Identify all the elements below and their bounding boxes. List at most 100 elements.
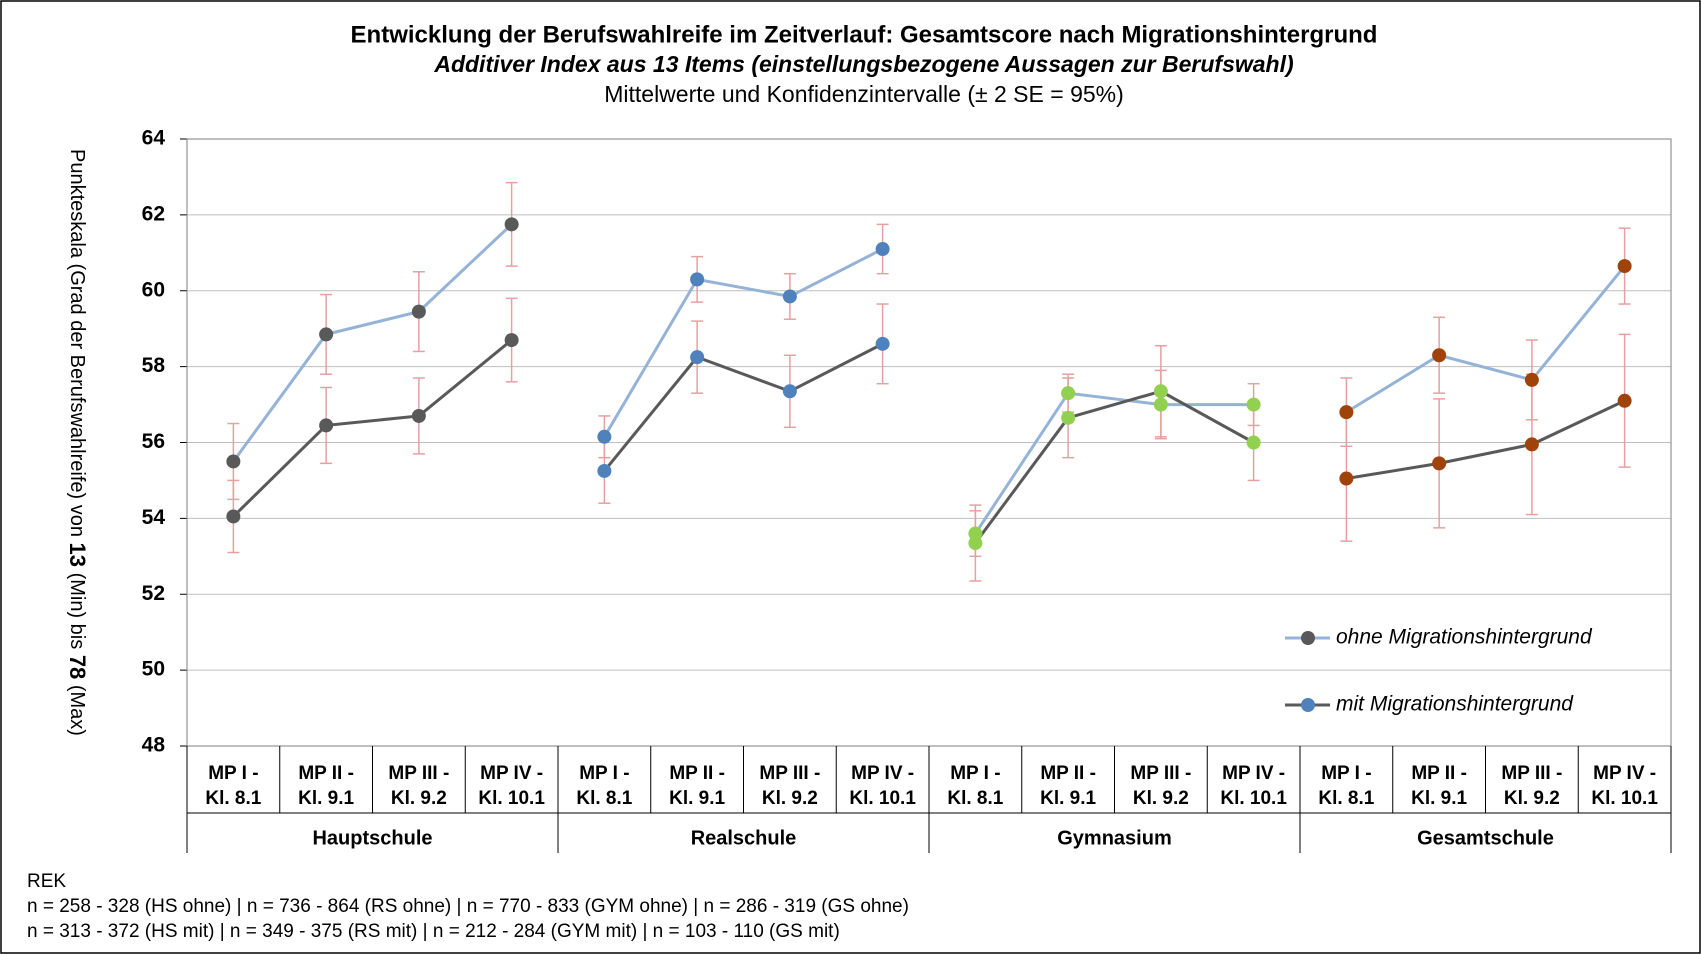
data-point [1061,410,1076,425]
x-tick-label: MP I - [950,763,1000,784]
series-line [232,223,513,463]
y-tick-label: 58 [142,354,166,377]
data-point [782,384,797,399]
group-label: Gymnasium [1057,827,1171,849]
y-axis-label: Punkteskala (Grad der Berufswahlreife) v… [65,149,90,736]
x-tick-label: Kl. 10.1 [849,788,916,809]
data-point [1339,471,1354,486]
x-tick-label: Kl. 9.2 [762,788,818,809]
data-point [1153,384,1168,399]
data-point [411,408,426,423]
data-point [1246,397,1261,412]
data-point [226,454,241,469]
y-axis-label-part: 13 [65,543,90,567]
group-label: Gesamtschule [1417,827,1554,849]
x-tick-label: Kl. 10.1 [478,788,545,809]
y-tick-label: 48 [142,734,166,757]
data-point [504,217,519,232]
legend-marker [1301,631,1315,645]
series-line [974,391,1254,535]
series-line [1346,399,1626,481]
group-label: Realschule [691,827,797,849]
x-tick-label: Kl. 8.1 [947,788,1003,809]
data-point [504,333,519,348]
y-tick-label: 64 [142,127,166,150]
data-point [1524,372,1539,387]
x-tick-label: Kl. 8.1 [576,788,632,809]
data-point [1246,435,1261,450]
series-line [1345,265,1626,414]
x-tick-label: MP II - [1411,763,1467,784]
x-tick-label: MP III - [1501,763,1562,784]
data-point [1617,393,1632,408]
y-tick-label: 54 [142,506,166,529]
y-tick-label: 56 [142,430,165,453]
data-point [1432,348,1447,363]
x-tick-label: MP IV - [1593,763,1656,784]
x-tick-label: Kl. 9.1 [298,788,354,809]
x-tick-label: MP IV - [480,763,543,784]
x-tick-label: MP III - [1130,763,1191,784]
x-tick-label: MP II - [669,763,725,784]
data-point [1153,397,1168,412]
data-point [319,327,334,342]
series-line [603,247,884,438]
data-point [597,429,612,444]
x-tick-label: Kl. 9.1 [669,788,725,809]
footer-note: n = 258 - 328 (HS ohne) | n = 736 - 864 … [27,896,909,917]
x-tick-label: MP II - [1040,763,1096,784]
x-tick-label: Kl. 10.1 [1591,788,1658,809]
chart-title: Entwicklung der Berufswahlreife im Zeitv… [351,21,1378,48]
x-tick-label: Kl. 9.2 [391,788,447,809]
x-tick-label: Kl. 8.1 [205,788,261,809]
y-axis-label-part: Punkteskala (Grad der Berufswahlreife) v… [66,149,88,543]
x-tick-label: Kl. 9.1 [1411,788,1467,809]
y-tick-label: 52 [142,582,165,605]
x-tick-label: Kl. 9.2 [1504,788,1560,809]
x-tick-label: Kl. 10.1 [1220,788,1287,809]
data-point [875,336,890,351]
y-tick-label: 60 [142,278,165,301]
x-tick-label: Kl. 9.2 [1133,788,1189,809]
data-point [690,272,705,287]
x-tick-label: MP I - [1321,763,1371,784]
x-tick-label: Kl. 9.1 [1040,788,1096,809]
chart-subtitle: Mittelwerte und Konfidenzintervalle (± 2… [604,81,1124,107]
footer-note: REK [27,871,66,892]
data-point [690,350,705,365]
y-tick-label: 62 [142,202,165,225]
data-point [1617,259,1632,274]
footer-note: n = 313 - 372 (HS mit) | n = 349 - 375 (… [27,921,840,942]
series-line [974,389,1255,544]
x-tick-label: MP IV - [1222,763,1285,784]
y-axis-label-part: (Min) bis [66,567,88,655]
legend-label: ohne Migrationshintergrund [1336,626,1593,649]
x-tick-label: MP IV - [851,763,914,784]
y-axis-label-part: (Max) [66,679,88,736]
x-tick-label: MP I - [579,763,629,784]
series-line [603,342,884,472]
chart-subtitle: Additiver Index aus 13 Items (einstellun… [433,51,1293,77]
data-point [782,289,797,304]
data-point [1339,405,1354,420]
data-point [226,509,241,524]
y-tick-label: 50 [142,658,165,681]
data-point [1432,456,1447,471]
x-tick-label: MP I - [208,763,258,784]
x-tick-label: MP III - [759,763,820,784]
data-point [1061,386,1076,401]
series-line [232,338,513,518]
data-point [597,463,612,478]
data-point [1524,437,1539,452]
data-point [968,536,983,551]
legend-marker [1301,698,1315,712]
y-axis-label-part: 78 [65,655,90,679]
x-tick-label: Kl. 8.1 [1318,788,1374,809]
data-point [411,304,426,319]
data-point [875,242,890,257]
x-tick-label: MP II - [298,763,354,784]
legend-label: mit Migrationshintergrund [1336,693,1574,716]
data-point [319,418,334,433]
